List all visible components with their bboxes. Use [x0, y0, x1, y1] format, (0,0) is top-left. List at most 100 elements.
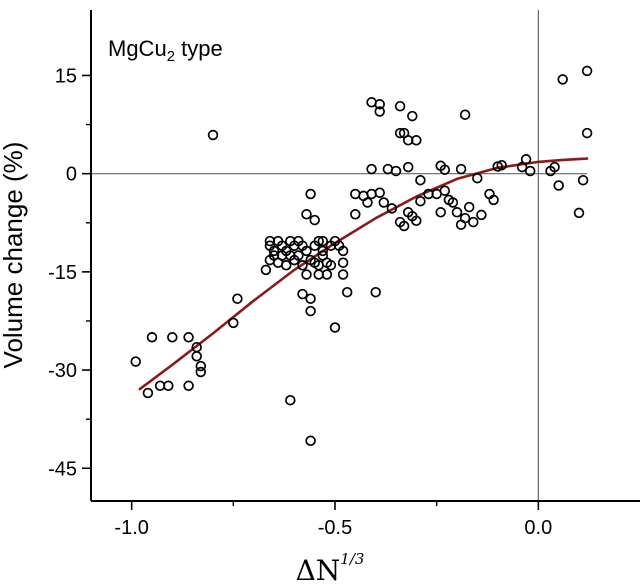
- data-point: [374, 106, 385, 117]
- data-point: [415, 195, 426, 207]
- data-point: [439, 164, 451, 175]
- data-point: [305, 293, 316, 304]
- data-point: [228, 317, 239, 329]
- data-point: [325, 260, 337, 271]
- data-point: [549, 161, 560, 173]
- data-point: [553, 180, 564, 191]
- data-point: [321, 269, 333, 280]
- data-point: [130, 356, 141, 367]
- data-point: [496, 159, 507, 171]
- data-point: [472, 172, 483, 184]
- y-tick-label: 0: [66, 164, 77, 186]
- data-point: [581, 127, 593, 139]
- x-tick-label: -0.5: [318, 517, 352, 539]
- data-point: [293, 250, 304, 261]
- annotation-subscript: 2: [167, 48, 175, 65]
- y-axis-title: Volume change (%): [0, 142, 28, 369]
- data-point: [183, 380, 194, 392]
- data-point: [370, 286, 381, 298]
- data-point: [337, 257, 349, 268]
- data-point: [317, 235, 329, 247]
- data-point: [260, 264, 272, 276]
- data-point: [524, 165, 536, 177]
- data-point: [195, 366, 207, 378]
- x-axis-title-superscript: 1/3: [340, 550, 364, 568]
- data-point: [394, 127, 406, 139]
- data-point: [520, 154, 532, 165]
- data-point: [468, 216, 479, 228]
- data-point: [459, 212, 471, 224]
- x-tick-label: -1.0: [114, 517, 148, 539]
- data-point: [362, 197, 373, 208]
- data-point: [329, 322, 341, 333]
- data-point: [280, 260, 292, 271]
- data-point: [146, 332, 158, 343]
- data-point: [407, 110, 418, 122]
- data-point: [374, 187, 385, 198]
- data-point: [305, 305, 316, 317]
- data-point: [476, 209, 487, 221]
- data-point: [142, 387, 154, 399]
- data-point: [386, 203, 398, 214]
- data-point: [573, 207, 585, 219]
- data-point: [297, 288, 308, 300]
- data-point: [390, 165, 402, 177]
- tick-labels: -1.0 -0.5 0.0 -45 -30 -15 0 15: [48, 65, 552, 539]
- annotation-main: MgCu: [108, 36, 167, 61]
- data-point: [394, 100, 406, 112]
- data-point: [366, 163, 377, 175]
- data-point: [557, 74, 568, 85]
- data-point: [451, 207, 463, 218]
- data-point: [415, 174, 426, 186]
- data-point: [411, 215, 422, 227]
- data-point: [350, 209, 361, 220]
- data-point: [301, 245, 312, 257]
- data-point: [301, 269, 312, 280]
- y-tick-label: -30: [48, 360, 77, 382]
- data-point: [297, 260, 308, 271]
- data-point: [195, 360, 207, 372]
- data-point: [317, 245, 329, 257]
- y-tick-label: 15: [55, 65, 77, 87]
- x-tick-label: 0.0: [524, 517, 552, 539]
- data-point: [447, 197, 459, 208]
- data-point: [459, 109, 471, 120]
- data-point: [411, 135, 422, 146]
- data-point: [183, 332, 194, 343]
- data-point: [232, 293, 243, 304]
- fit-curve: [138, 157, 589, 391]
- x-axis-title-main: ΔN: [296, 554, 341, 587]
- annotation-label: MgCu2 type: [108, 36, 223, 65]
- data-point: [439, 185, 451, 196]
- data-point: [577, 174, 589, 186]
- data-point: [463, 201, 475, 213]
- x-axis-title: ΔN1/3: [296, 550, 365, 587]
- data-point: [435, 207, 446, 218]
- data-point: [581, 65, 593, 77]
- data-point: [305, 188, 316, 200]
- data-point: [455, 163, 467, 175]
- fit-curve-layer: [138, 157, 589, 391]
- data-point: [268, 245, 280, 257]
- data-point: [337, 245, 349, 257]
- annotation-tail: type: [175, 36, 223, 61]
- data-point: [301, 209, 312, 220]
- reference-lines: [91, 10, 587, 501]
- y-tick-label: -15: [48, 262, 77, 284]
- data-point: [313, 235, 324, 247]
- data-points: [130, 65, 593, 447]
- data-point: [341, 286, 353, 298]
- data-point: [402, 161, 414, 173]
- data-point: [378, 197, 390, 208]
- data-point: [337, 269, 349, 280]
- data-point: [285, 394, 296, 406]
- data-point: [398, 220, 410, 232]
- data-point: [167, 332, 178, 343]
- data-point: [309, 214, 320, 226]
- data-point: [488, 194, 499, 206]
- data-point: [207, 129, 219, 141]
- data-point: [191, 351, 202, 362]
- data-point: [163, 380, 174, 392]
